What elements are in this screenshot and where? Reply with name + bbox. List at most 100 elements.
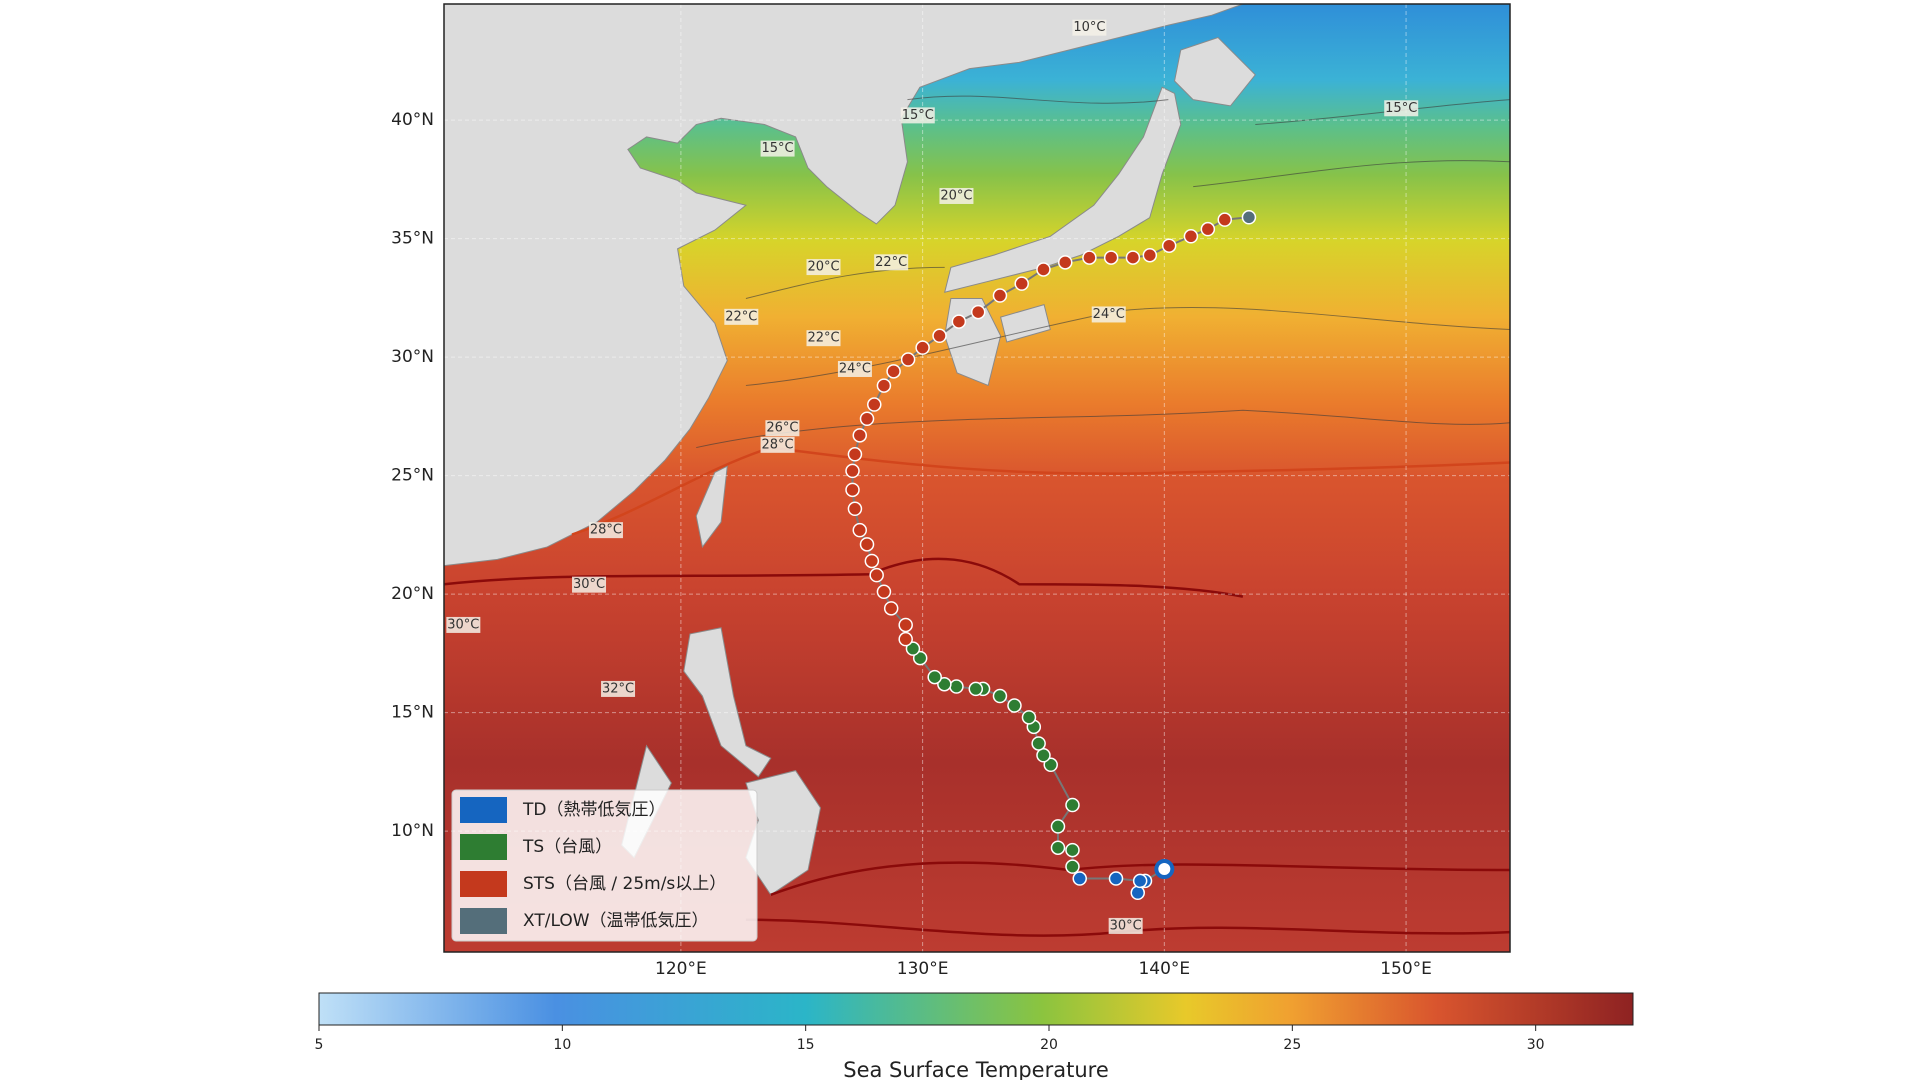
contour-label: 24°C bbox=[839, 361, 871, 376]
track-point bbox=[869, 567, 884, 583]
colorbar-tick-label: 5 bbox=[315, 1037, 324, 1053]
track-point bbox=[1057, 255, 1073, 270]
track-point bbox=[1142, 247, 1158, 263]
track-point bbox=[970, 304, 986, 320]
contour-label: 20°C bbox=[940, 188, 972, 203]
contour-label-bg bbox=[1108, 917, 1143, 934]
colorbar-tick-label: 20 bbox=[1040, 1037, 1058, 1053]
track-start bbox=[1154, 859, 1175, 880]
y-tick-label: 30°N bbox=[391, 347, 434, 367]
track-point bbox=[864, 553, 880, 569]
colorbar-tick-label: 10 bbox=[553, 1037, 571, 1053]
track-point bbox=[1108, 871, 1124, 886]
contour-label: 30°C bbox=[447, 617, 479, 632]
contour-label-bg bbox=[806, 330, 841, 347]
track-point bbox=[1103, 250, 1119, 265]
track-point bbox=[1050, 819, 1066, 834]
track-point bbox=[1021, 710, 1037, 725]
track-point bbox=[859, 537, 875, 552]
track-point bbox=[968, 681, 984, 697]
track-point bbox=[876, 584, 892, 600]
track-point bbox=[1183, 229, 1199, 244]
track-point bbox=[1132, 873, 1148, 889]
contour-label-bg bbox=[760, 436, 795, 453]
y-tick-label: 35°N bbox=[391, 229, 434, 249]
track-point bbox=[949, 679, 964, 694]
contour-label: 30°C bbox=[1110, 918, 1142, 933]
track-point bbox=[992, 288, 1008, 303]
track-point bbox=[845, 463, 860, 479]
contour-label-bg bbox=[588, 522, 623, 539]
contour-label: 15°C bbox=[902, 108, 934, 123]
track-point bbox=[1043, 757, 1058, 773]
contour-label-bg bbox=[837, 360, 872, 377]
track-point bbox=[1082, 250, 1097, 265]
track-point bbox=[1050, 840, 1066, 855]
legend-swatch bbox=[460, 797, 507, 823]
track-point bbox=[1072, 871, 1087, 886]
track-point bbox=[1125, 250, 1141, 265]
contour-label-bg bbox=[601, 680, 636, 697]
track-point bbox=[847, 447, 863, 462]
contour-label: 20°C bbox=[807, 260, 839, 275]
legend-swatch bbox=[460, 908, 507, 934]
contour-label: 22°C bbox=[875, 255, 907, 270]
contour-label-bg bbox=[572, 576, 607, 593]
contour-label: 22°C bbox=[725, 309, 757, 324]
legend-label: STS（台風 / 25m/s以上） bbox=[523, 874, 726, 894]
track-point bbox=[927, 669, 942, 685]
colorbar-tick-label: 25 bbox=[1283, 1037, 1301, 1053]
contour-label-bg bbox=[874, 254, 909, 271]
track-point bbox=[1014, 276, 1029, 291]
track-point bbox=[992, 688, 1008, 704]
contour-label-bg bbox=[765, 420, 800, 437]
track-point bbox=[1031, 736, 1046, 751]
legend-label: XT/LOW（温帯低気圧） bbox=[523, 911, 709, 931]
legend-box bbox=[451, 789, 758, 942]
track-point bbox=[900, 352, 916, 367]
track-point bbox=[1036, 262, 1051, 277]
contour-label-bg bbox=[900, 107, 935, 124]
colorbar bbox=[318, 992, 1634, 1026]
y-tick-label: 10°N bbox=[391, 821, 434, 841]
contour-label: 28°C bbox=[590, 523, 622, 538]
track-point bbox=[883, 601, 899, 616]
track-point bbox=[845, 482, 860, 498]
track-point bbox=[1241, 210, 1257, 225]
contour-label-bg bbox=[760, 140, 795, 157]
contour-label-bg bbox=[1091, 306, 1126, 323]
legend-swatch bbox=[460, 871, 507, 897]
colorbar-label: Sea Surface Temperature bbox=[843, 1058, 1109, 1080]
track-point bbox=[852, 428, 868, 443]
track-point bbox=[912, 650, 928, 666]
track-point bbox=[852, 522, 868, 538]
x-tick-label: 130°E bbox=[897, 959, 949, 979]
contour-label-bg bbox=[806, 259, 841, 276]
y-tick-label: 25°N bbox=[391, 466, 434, 486]
track-point bbox=[898, 617, 913, 633]
track-point bbox=[1007, 698, 1022, 713]
track-point bbox=[1036, 748, 1051, 763]
contour-label: 15°C bbox=[1385, 101, 1417, 116]
marks-layer: 10°C15°C15°C15°C20°C20°C 22°C22°C22°C24°C… bbox=[444, 4, 1510, 952]
contour-label-bg bbox=[939, 187, 974, 204]
track-point bbox=[951, 314, 967, 329]
legend-swatch bbox=[460, 834, 507, 860]
contour-label: 22°C bbox=[807, 331, 839, 346]
track-point bbox=[859, 411, 875, 426]
track-point bbox=[898, 631, 913, 647]
contour-label-bg bbox=[724, 308, 759, 325]
y-tick-label: 20°N bbox=[391, 584, 434, 604]
contour-label: 10°C bbox=[1073, 20, 1105, 35]
track-point bbox=[1065, 842, 1080, 858]
contour-label: 24°C bbox=[1093, 307, 1125, 322]
track-point bbox=[886, 364, 901, 379]
track-point bbox=[876, 378, 892, 393]
track-point bbox=[932, 328, 947, 344]
track-point bbox=[867, 397, 882, 412]
track-point bbox=[905, 641, 921, 656]
track-point bbox=[1130, 885, 1145, 900]
contour-label-bg bbox=[1072, 19, 1107, 36]
map-frame bbox=[443, 3, 1511, 953]
